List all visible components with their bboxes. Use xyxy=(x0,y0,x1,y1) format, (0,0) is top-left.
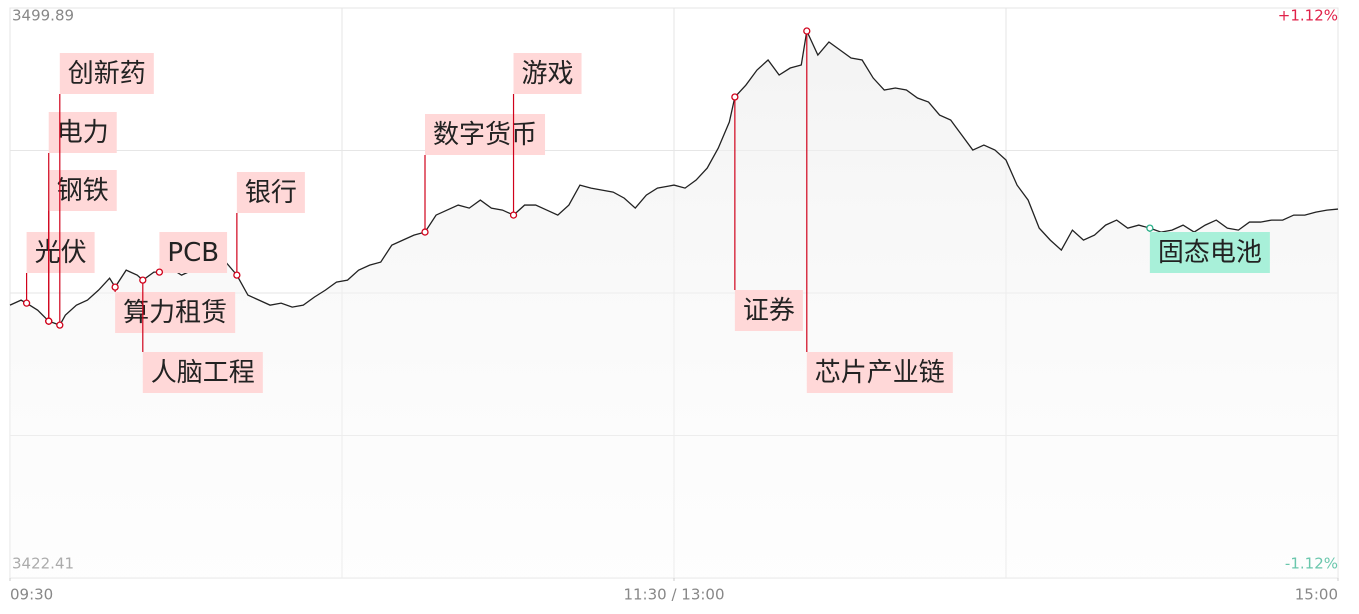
annotation-point xyxy=(803,27,811,35)
annotation-point xyxy=(56,321,64,329)
annotation-point xyxy=(22,299,31,307)
area xyxy=(10,31,1338,578)
x-tick-label: 09:30 xyxy=(10,586,53,604)
x-tick-label: 15:00 xyxy=(1295,586,1338,604)
annotation-label: PCB xyxy=(167,238,219,268)
annotation-label: 算力租赁 xyxy=(123,298,227,328)
annotation-label: 人脑工程 xyxy=(151,358,255,388)
annotation-box xyxy=(142,352,263,393)
annotation-label: 芯片产业链 xyxy=(815,358,945,388)
annotation: 芯片产业链 xyxy=(803,27,953,393)
annotation-point xyxy=(731,93,739,101)
annotation-point xyxy=(45,317,53,325)
x-tick-label: 11:30 / 13:00 xyxy=(623,586,724,604)
annotation-box xyxy=(59,53,154,94)
annotation-point xyxy=(421,228,429,236)
annotation-point xyxy=(111,283,119,291)
annotation: 证券 xyxy=(731,93,803,331)
annotation-label: 数字货币 xyxy=(433,120,537,150)
annotation-label: 银行 xyxy=(245,178,297,208)
annotation: 银行 xyxy=(233,172,305,279)
annotation: 创新药 xyxy=(56,53,154,329)
annotation: 电力 xyxy=(45,112,117,325)
annotation-box xyxy=(1149,232,1270,273)
y-tick-label: 3499.89 xyxy=(12,7,74,25)
annotation-box xyxy=(159,232,228,273)
annotation: PCB xyxy=(155,232,228,276)
annotation-box xyxy=(513,53,582,94)
annotation-box xyxy=(115,292,236,333)
annotation-box xyxy=(26,232,95,273)
annotation-box xyxy=(734,290,803,331)
annotation: 数字货币 xyxy=(421,114,546,236)
annotation: 游戏 xyxy=(509,53,582,219)
y2-tick-label: +1.12% xyxy=(1278,7,1338,25)
annotation-box xyxy=(425,114,546,155)
annotation-label: 光伏 xyxy=(35,238,87,268)
annotation-point xyxy=(509,211,518,219)
annotation-box xyxy=(806,352,953,393)
annotation: 人脑工程 xyxy=(139,276,263,393)
annotation-point xyxy=(139,276,147,284)
annotation-label: 创新药 xyxy=(68,59,146,89)
annotation-point xyxy=(1146,224,1154,232)
annotation-label: 证券 xyxy=(743,296,795,326)
annotation-point xyxy=(155,268,164,276)
annotation-label: 电力 xyxy=(57,118,109,148)
annotation-label: 固态电池 xyxy=(1158,238,1262,268)
annotation-label: 钢铁 xyxy=(57,176,109,206)
annotation-label: 游戏 xyxy=(522,59,574,89)
annotation: 算力租赁 xyxy=(111,283,236,333)
annotation-box xyxy=(236,172,305,213)
annotation: 光伏 xyxy=(22,232,95,307)
annotation: 固态电池 xyxy=(1146,224,1270,273)
annotation-point xyxy=(233,271,241,279)
